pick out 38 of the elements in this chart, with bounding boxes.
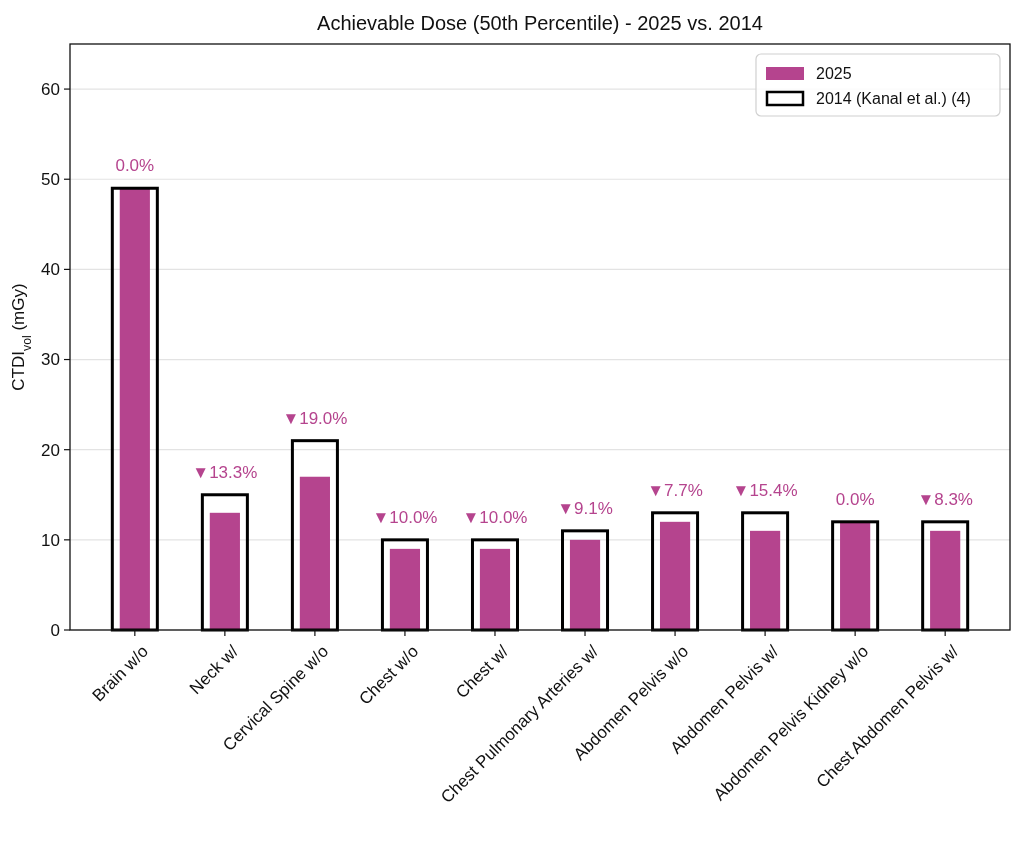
y-tick-label: 60	[41, 80, 60, 100]
bar	[389, 548, 421, 630]
annotation: ▼8.3%	[917, 489, 973, 509]
bar	[750, 530, 781, 630]
bar	[470, 538, 519, 632]
y-tick-label: 20	[41, 440, 60, 460]
annotation: ▼10.0%	[372, 507, 438, 527]
annotation: 0.0%	[115, 156, 155, 176]
bar	[930, 530, 961, 630]
annotation: ▼13.3%	[192, 462, 258, 482]
bar	[200, 493, 249, 632]
annotation: ▼9.1%	[557, 498, 613, 518]
bar	[380, 538, 429, 632]
y-tick-label: 40	[41, 260, 60, 280]
bar	[110, 186, 159, 632]
annotation: ▼7.7%	[647, 480, 703, 500]
bar	[741, 511, 790, 632]
bar	[921, 520, 970, 632]
bar	[831, 520, 880, 632]
legend-label: 2025	[816, 64, 852, 82]
bar	[209, 512, 240, 630]
annotation: ▼15.4%	[732, 480, 798, 500]
bar	[569, 539, 601, 630]
y-tick-label: 30	[41, 350, 60, 370]
y-tick-label: 0	[50, 620, 60, 640]
bar	[659, 521, 691, 630]
y-tick-label: 10	[41, 530, 60, 550]
bar	[479, 548, 511, 630]
bar	[299, 476, 330, 630]
annotation: 0.0%	[835, 489, 875, 509]
bar	[561, 529, 610, 632]
chart-title: Achievable Dose (50th Percentile) - 2025 vs. 2014	[317, 12, 763, 34]
annotation: ▼10.0%	[462, 507, 528, 527]
bar	[651, 511, 700, 632]
bar	[290, 439, 339, 632]
legend-label: 2014 (Kanal et al.) (4)	[816, 89, 971, 107]
y-tick-label: 50	[41, 170, 60, 190]
annotation: ▼19.0%	[282, 408, 348, 428]
